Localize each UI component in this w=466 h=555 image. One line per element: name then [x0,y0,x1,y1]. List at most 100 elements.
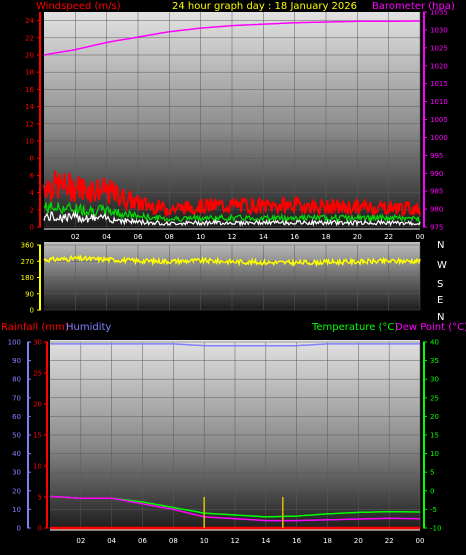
temperature-tick-label: 30 [430,376,439,384]
y2-tick-label: 1025 [430,44,448,52]
humidity-axis-title: Humidity [66,322,111,333]
x-tick-label: 10 [196,233,205,241]
humidity-tick-label: 20 [12,487,21,495]
y-tick-label: 24 [25,17,34,25]
humidity-tick-label: 30 [12,469,21,477]
x-tick-label: 06 [138,537,147,545]
x-tick-label: 20 [353,233,362,241]
barometer-axis-title: Barometer (hpa) [372,1,455,12]
temperature-tick-label: 35 [430,357,439,365]
temperature-tick-label: -5 [430,506,437,514]
chart-title: 24 hour graph day : 18 January 2026 [172,1,357,12]
y2-tick-label: 980 [430,206,443,214]
humidity-tick-label: 70 [12,394,21,402]
x-tick-label: 08 [169,537,178,545]
direction-tick-label: 270 [21,258,34,266]
rain-tick-label: 0 [38,525,42,533]
y-tick-label: 20 [25,52,34,60]
y-tick-label: 2 [30,206,34,214]
x-tick-label: 08 [165,233,174,241]
x-tick-label: 16 [292,537,301,545]
y2-tick-label: 1035 [430,9,448,17]
rain-tick-label: 20 [33,401,42,409]
dewpoint-line [49,495,420,522]
x-tick-label: 18 [322,233,331,241]
y-tick-label: 14 [25,103,34,111]
y-tick-label: 18 [25,69,34,77]
x-tick-label: 04 [102,233,111,241]
humidity-tick-label: 50 [12,432,21,440]
x-tick-label: 12 [231,537,240,545]
y2-tick-label: 1030 [430,26,448,34]
y2-tick-label: 985 [430,188,443,196]
x-tick-label: 16 [290,233,299,241]
temperature-tick-label: 0 [430,487,434,495]
y-tick-label: 16 [25,86,34,94]
temperature-tick-label: 10 [430,450,439,458]
x-tick-label: 02 [71,233,80,241]
humidity-tick-label: 80 [12,376,21,384]
y-tick-label: 10 [25,138,34,146]
humidity-tick-label: 90 [12,357,21,365]
low-windspeed-line [43,210,421,228]
y-tick-label: 12 [25,120,34,128]
temperature-tick-label: 20 [430,413,439,421]
direction-tick-label: 90 [25,290,34,298]
compass-label: W [437,260,447,271]
x-tick-label: 14 [259,233,268,241]
y2-tick-label: 1010 [430,98,448,106]
temperature-axis-title: Temperature (°C) [311,322,398,333]
x-tick-label: 04 [107,537,116,545]
temperature-tick-label: 15 [430,432,439,440]
x-tick-label: 20 [354,537,363,545]
rain-tick-label: 15 [33,432,42,440]
direction-tick-label: 180 [21,274,34,282]
y-tick-label: 6 [30,172,35,180]
barometer-line [43,20,420,56]
x-tick-label: 10 [200,537,209,545]
avg-windspeed-line [43,201,421,223]
x-tick-label: 00 [416,537,425,545]
temperature-tick-label: 5 [430,469,434,477]
compass-labels: N W S E N [437,240,447,323]
chart-marks: 2422201816141210864201035103010251020101… [8,9,448,546]
y-tick-label: 0 [30,224,34,232]
compass-label: N [437,240,444,251]
dewpoint-axis-title: Dew Point (°C) [395,322,466,333]
humidity-tick-label: 60 [12,413,21,421]
rain-tick-label: 25 [33,370,42,378]
humidity-tick-label: 100 [8,339,21,347]
rain-tick-label: 30 [33,339,42,347]
humidity-tick-label: 40 [12,450,21,458]
temperature-tick-label: 40 [430,339,439,347]
direction-tick-label: 360 [21,242,34,250]
x-tick-label: 22 [385,537,394,545]
compass-label: N [437,312,444,323]
y-tick-label: 22 [25,34,34,42]
y2-tick-label: 1005 [430,116,448,124]
compass-label: E [437,295,443,306]
rainfall-axis-title: Rainfall (mm) [1,322,69,333]
windspeed-line [43,170,421,219]
rain-tick-label: 5 [38,494,42,502]
x-tick-label: 02 [76,537,85,545]
x-tick-label: 14 [261,537,270,545]
y2-tick-label: 1000 [430,134,448,142]
temperature-tick-label: -10 [430,525,441,533]
direction-tick-label: 0 [30,307,34,315]
humidity-tick-label: 0 [17,525,21,533]
y-tick-label: 4 [30,189,35,197]
y-tick-label: 8 [30,155,34,163]
wind-direction-line [43,254,421,268]
humidity-tick-label: 10 [12,506,21,514]
x-tick-label: 00 [416,233,425,241]
y2-tick-label: 1020 [430,62,448,70]
x-tick-label: 06 [134,233,143,241]
x-tick-label: 12 [228,233,237,241]
y2-tick-label: 1015 [430,80,448,88]
x-tick-label: 18 [323,537,332,545]
humidity-line [50,343,420,347]
compass-label: S [437,279,443,290]
y2-tick-label: 975 [430,224,443,232]
